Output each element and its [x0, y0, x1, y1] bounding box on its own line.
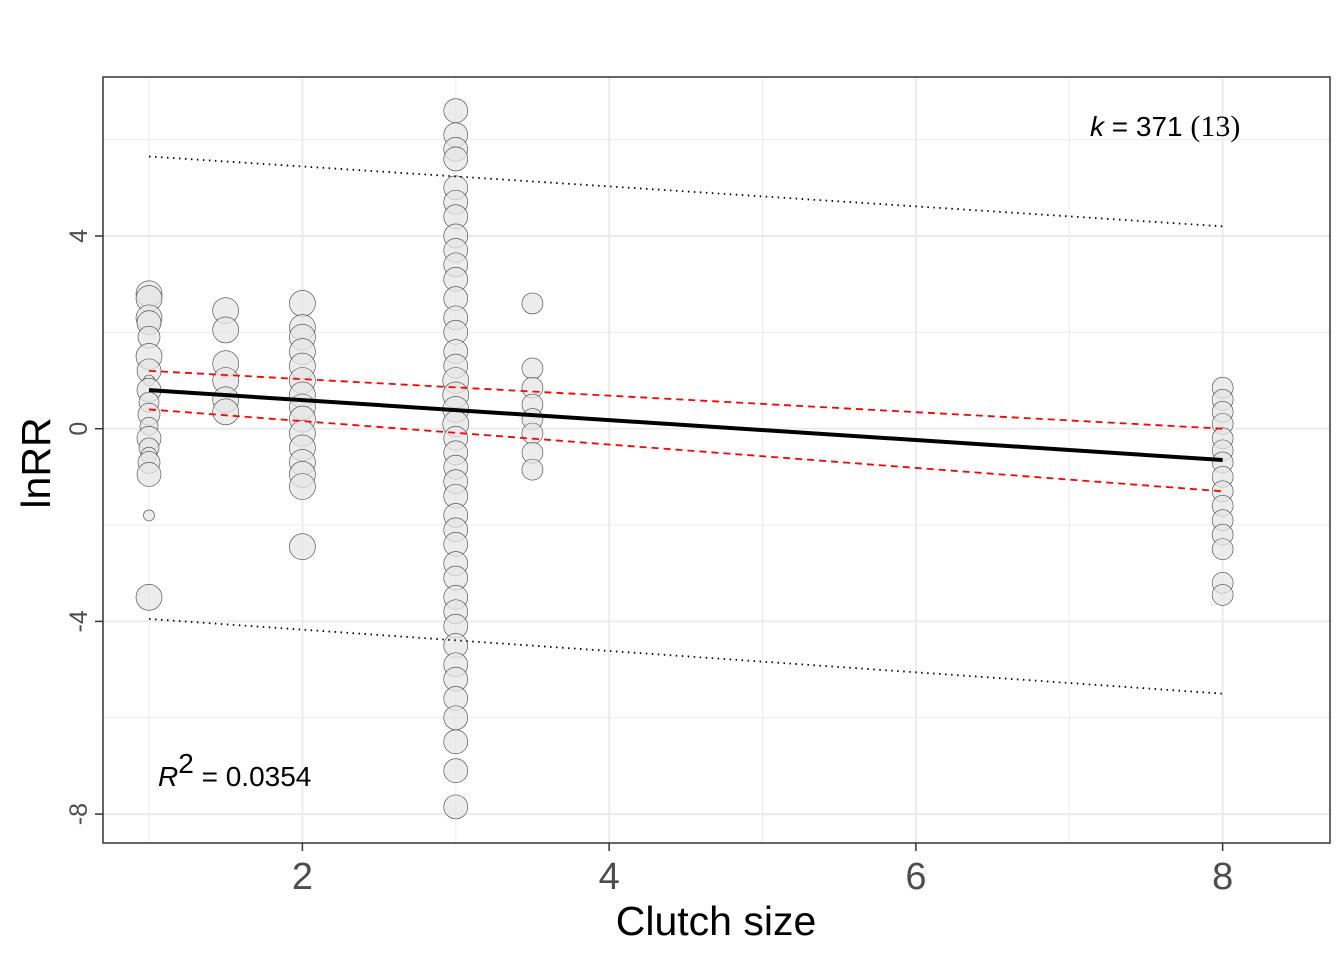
r2-annotation: R2 = 0.0354 — [158, 748, 311, 792]
r2-superscript: 2 — [178, 748, 194, 779]
regression-line — [148, 388, 1223, 462]
y-tick-label: 0 — [65, 422, 93, 436]
data-point — [135, 584, 163, 611]
x-tick-label: 4 — [599, 856, 620, 898]
data-point — [443, 758, 469, 784]
k-groups: (13) — [1190, 110, 1240, 143]
y-tick-label: 4 — [65, 229, 93, 243]
y-axis-title: lnRR — [13, 417, 59, 508]
data-point — [143, 509, 155, 522]
x-tick-label: 8 — [1212, 856, 1233, 898]
data-point — [521, 357, 544, 380]
data-point — [212, 316, 239, 344]
data-point — [136, 462, 162, 487]
data-point — [289, 290, 316, 317]
data-point — [1211, 538, 1234, 560]
k-annotation: k = 371 (13) — [1090, 110, 1240, 143]
r2-label: R — [158, 761, 178, 792]
data-point — [443, 146, 469, 172]
panel-border — [102, 76, 1331, 844]
k-label: k — [1090, 111, 1106, 142]
data-point — [443, 98, 469, 124]
lines-layer — [148, 155, 1223, 695]
data-point — [443, 794, 469, 820]
x-tick-label: 6 — [905, 856, 926, 898]
y-tick-label: -8 — [65, 803, 93, 825]
x-axis-title: Clutch size — [616, 898, 817, 944]
data-point — [289, 533, 316, 561]
data-point — [289, 473, 316, 500]
x-tick-label: 2 — [292, 856, 313, 898]
k-equals: = 371 — [1104, 111, 1190, 142]
data-point — [521, 458, 544, 481]
ticks-layer: 2 4 6 8 -8 -4 0 4 — [65, 229, 1233, 898]
data-point — [212, 398, 239, 426]
points-layer — [135, 98, 1234, 820]
data-point — [521, 292, 544, 315]
data-point — [521, 422, 544, 445]
data-point — [1211, 584, 1234, 606]
data-point — [443, 729, 469, 755]
r2-value: = 0.0354 — [194, 761, 312, 792]
grid-major — [103, 77, 1330, 843]
data-point — [443, 705, 469, 731]
y-tick-label: -4 — [65, 610, 93, 632]
